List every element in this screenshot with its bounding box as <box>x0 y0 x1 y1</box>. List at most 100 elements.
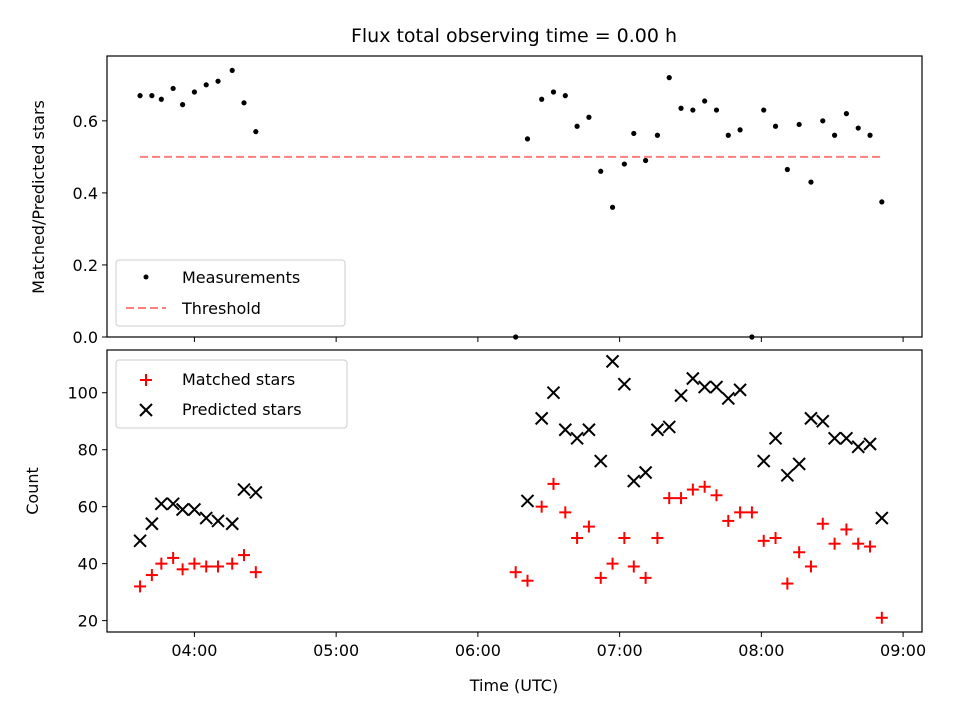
predicted-point <box>605 354 620 369</box>
predicted-point <box>166 497 180 511</box>
predicted-point <box>780 468 795 483</box>
predicted-point <box>187 502 202 517</box>
predicted-point <box>827 431 842 446</box>
predicted-point <box>199 511 213 525</box>
measurement-point <box>855 125 861 131</box>
legend-predicted-label: Predicted stars <box>182 400 302 419</box>
measurement-point <box>867 132 873 138</box>
matched-point <box>594 571 607 584</box>
predicted-point <box>721 391 735 406</box>
matched-point <box>781 577 794 590</box>
measurement-point <box>772 123 779 129</box>
measurement-point <box>539 96 545 102</box>
measurement-point <box>820 118 826 124</box>
matched-point <box>769 532 782 544</box>
predicted-point <box>211 514 225 528</box>
matched-point <box>698 480 711 493</box>
predicted-point <box>133 534 147 548</box>
matched-point <box>200 560 213 573</box>
matched-point <box>722 514 735 527</box>
measurement-point <box>179 102 186 108</box>
measurement-point <box>609 204 616 210</box>
predicted-point <box>804 411 818 426</box>
measurement-point <box>621 161 627 167</box>
measurement-point <box>149 93 155 99</box>
legend-matched-marker <box>140 374 152 386</box>
predicted-point <box>875 511 889 525</box>
top-y-tick-label: 0.0 <box>73 328 98 347</box>
measurement-point <box>253 129 259 135</box>
matched-point <box>509 566 522 579</box>
measurement-point <box>524 136 531 142</box>
measurement-point <box>737 127 743 133</box>
matched-point <box>828 537 841 550</box>
predicted-point <box>237 482 251 497</box>
predicted-point <box>617 377 632 391</box>
measurement-point <box>725 132 731 138</box>
bottom-y-tick-label: 100 <box>67 384 98 403</box>
matched-point <box>145 569 158 582</box>
bottom-plot-frame <box>106 349 923 633</box>
matched-point <box>710 489 723 502</box>
matched-point <box>686 483 699 496</box>
matched-point <box>571 532 584 544</box>
measurement-point <box>158 96 164 102</box>
x-tick-label: 04:00 <box>171 641 217 660</box>
measurement-point <box>843 111 850 117</box>
predicted-point <box>594 454 608 468</box>
top-plot-axes: 0.0 0.2 0.4 0.6 <box>73 112 904 347</box>
bottom-y-tick-label: 20 <box>78 612 98 631</box>
matched-point <box>663 492 676 505</box>
bottom-plot-marks <box>133 354 889 624</box>
predicted-point <box>650 423 665 437</box>
measurement-point <box>808 179 814 185</box>
matched-point <box>559 506 572 519</box>
matched-point <box>212 560 225 573</box>
matched-point <box>734 506 747 519</box>
bottom-legend: Matched stars Predicted stars <box>115 359 348 429</box>
measurement-point <box>631 130 637 137</box>
legend-threshold-label: Threshold <box>181 299 261 318</box>
measurement-point <box>761 107 767 113</box>
legend-measurements-marker <box>143 274 149 280</box>
top-chart-title: Flux total observing time = 0.00 h <box>351 25 677 47</box>
predicted-point <box>570 431 584 446</box>
predicted-point <box>175 502 190 517</box>
predicted-point <box>792 457 806 471</box>
measurement-point <box>586 114 592 120</box>
predicted-point <box>638 465 653 480</box>
measurement-point <box>796 121 802 128</box>
bottom-legend-box <box>115 359 348 429</box>
matched-point <box>167 551 180 564</box>
measurement-point <box>666 75 672 81</box>
predicted-point <box>816 414 830 428</box>
measurement-point <box>784 166 790 173</box>
matched-point <box>582 520 595 533</box>
matched-point <box>226 557 239 570</box>
measurement-point <box>879 199 885 205</box>
bottom-y-tick-label: 60 <box>78 498 98 517</box>
top-y-tick-label: 0.2 <box>73 256 98 275</box>
measurement-point <box>702 98 708 104</box>
predicted-point <box>674 388 688 403</box>
matched-point <box>155 557 168 570</box>
matched-point <box>535 500 548 513</box>
predicted-point <box>145 517 159 531</box>
measurement-point <box>241 100 247 106</box>
predicted-point <box>534 411 549 426</box>
top-y-tick-label: 0.4 <box>73 184 98 203</box>
predicted-point <box>733 383 747 397</box>
predicted-point <box>839 431 854 446</box>
matched-point <box>745 506 758 519</box>
bottom-y-axis-label: Count <box>23 467 42 515</box>
measurement-point <box>562 93 568 99</box>
predicted-point <box>154 497 169 511</box>
measurement-point <box>598 168 604 174</box>
top-legend-box <box>115 259 346 327</box>
matched-point <box>606 557 619 570</box>
top-y-tick-label: 0.6 <box>73 112 98 131</box>
bottom-y-tick-label: 80 <box>78 441 98 460</box>
top-legend: Measurements Threshold <box>115 259 346 327</box>
predicted-point <box>863 437 877 451</box>
matched-point <box>639 571 652 584</box>
